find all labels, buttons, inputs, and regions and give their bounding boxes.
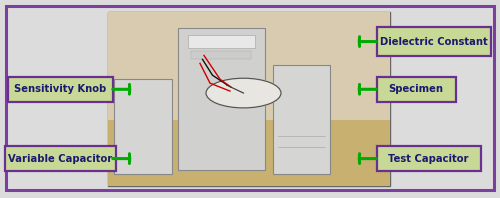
Bar bbox=[191, 51, 251, 59]
Text: Test Capacitor: Test Capacitor bbox=[388, 154, 469, 164]
Bar bbox=[188, 35, 255, 48]
Bar bbox=[108, 12, 390, 186]
FancyBboxPatch shape bbox=[8, 77, 113, 102]
Text: Sensitivity Knob: Sensitivity Knob bbox=[14, 84, 106, 94]
Bar bbox=[178, 28, 265, 170]
FancyBboxPatch shape bbox=[376, 146, 480, 171]
FancyBboxPatch shape bbox=[6, 6, 494, 190]
Bar bbox=[108, 12, 390, 120]
Text: Dielectric Constant: Dielectric Constant bbox=[380, 37, 488, 47]
FancyBboxPatch shape bbox=[4, 146, 116, 171]
Bar bbox=[114, 79, 172, 174]
Bar bbox=[108, 120, 390, 186]
Circle shape bbox=[206, 78, 281, 108]
Bar bbox=[272, 65, 330, 174]
Text: Specimen: Specimen bbox=[388, 84, 444, 94]
FancyBboxPatch shape bbox=[376, 27, 490, 56]
FancyBboxPatch shape bbox=[376, 77, 456, 102]
Text: Variable Capacitor: Variable Capacitor bbox=[8, 154, 112, 164]
